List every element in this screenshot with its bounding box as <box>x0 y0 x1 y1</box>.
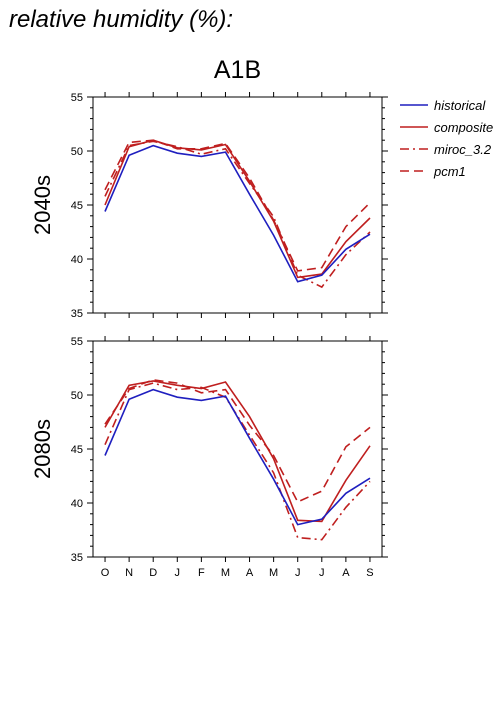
x-tick-label: S <box>366 567 373 579</box>
y-tick-label: 40 <box>71 498 83 510</box>
x-tick-label: A <box>342 567 350 579</box>
series-line-historical-2040s <box>104 144 371 283</box>
x-tick-label: A <box>246 567 254 579</box>
x-tick-label: M <box>269 567 278 579</box>
scenario-title: A1B <box>213 56 262 84</box>
x-tick-label: J <box>295 567 301 579</box>
page-title: relative humidity (%): <box>9 6 234 33</box>
row-label-2080s: 2080s <box>30 419 55 479</box>
x-tick-label: J <box>175 567 181 579</box>
legend-label-composite: composite <box>434 120 493 135</box>
x-tick-label: M <box>221 567 230 579</box>
y-tick-label: 35 <box>71 552 83 564</box>
x-tick-label: O <box>101 567 110 579</box>
row-label-2040s: 2040s <box>30 175 55 235</box>
x-tick-label: N <box>125 567 133 579</box>
plot-frame-2080s <box>92 340 383 558</box>
legend-label-miroc-3-2: miroc_3.2 <box>434 142 492 157</box>
legend-label-historical: historical <box>434 98 486 113</box>
legend-label-pcm1: pcm1 <box>433 164 466 179</box>
series-line-historical-2080s <box>104 388 371 526</box>
y-tick-label: 45 <box>71 444 83 456</box>
x-tick-label: D <box>149 567 157 579</box>
series-line-composite-2040s <box>104 139 371 279</box>
y-tick-label: 55 <box>71 92 83 104</box>
plot-frame-2040s <box>92 96 383 314</box>
y-tick-label: 40 <box>71 254 83 266</box>
series-line-miroc-3-2-2080s <box>104 382 371 541</box>
series-line-pcm1-2040s <box>104 139 371 272</box>
y-tick-label: 35 <box>71 308 83 320</box>
y-tick-label: 55 <box>71 336 83 348</box>
series-line-composite-2080s <box>104 380 371 523</box>
x-tick-label: J <box>319 567 325 579</box>
y-tick-label: 50 <box>71 390 83 402</box>
y-tick-label: 50 <box>71 146 83 158</box>
y-tick-label: 45 <box>71 200 83 212</box>
x-tick-label: F <box>198 567 205 579</box>
